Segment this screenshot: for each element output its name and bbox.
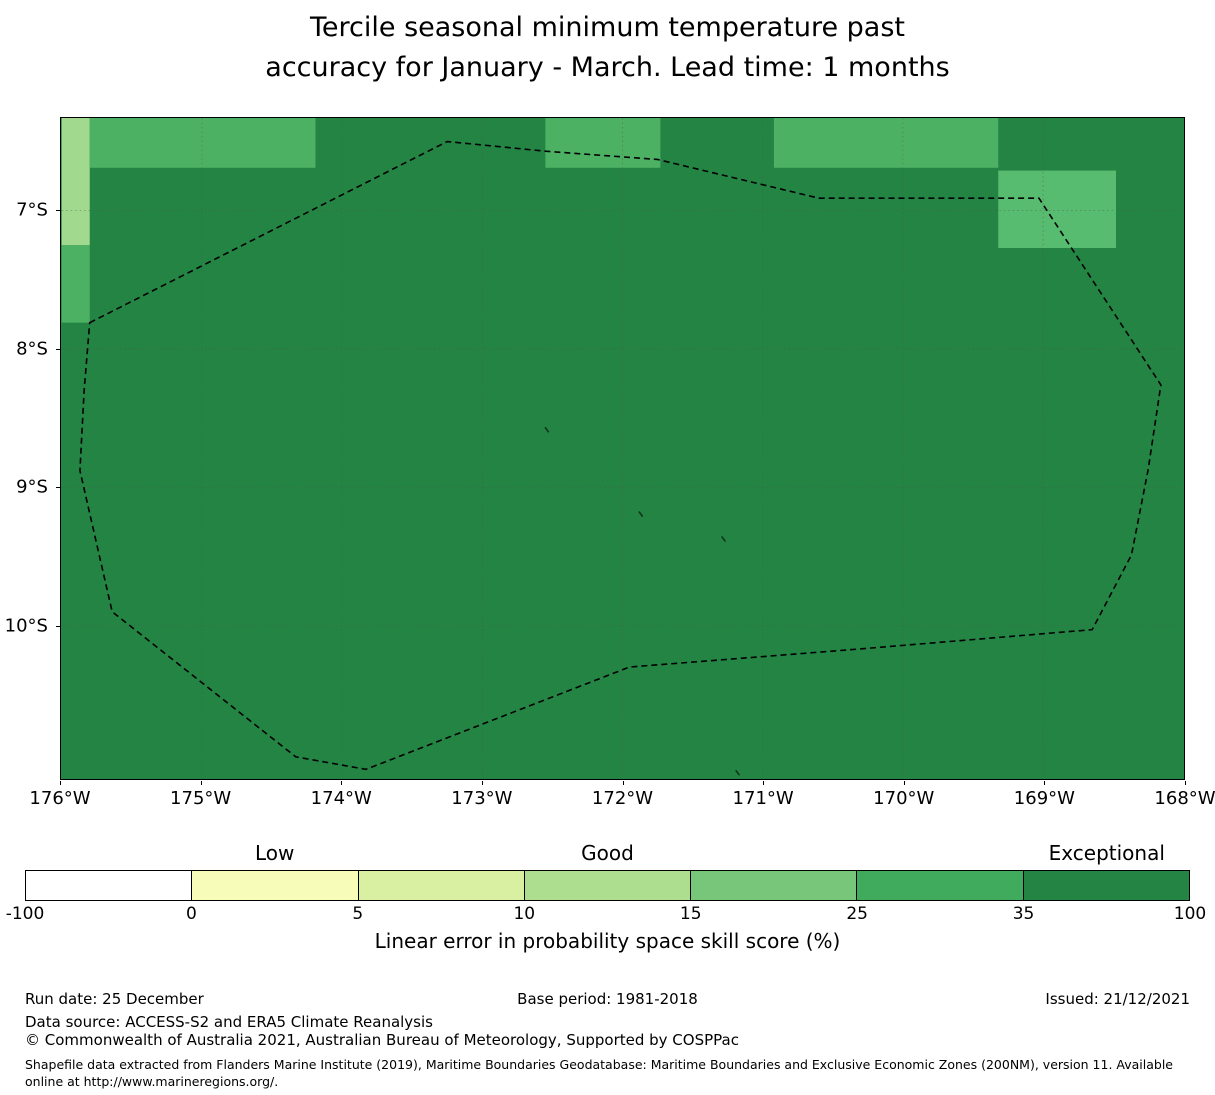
colorbar-tick-labels: -100 0 5 10 15 25 35 100 xyxy=(6,904,1207,926)
colorbar-tick-label: 25 xyxy=(846,904,868,924)
x-tick-mark xyxy=(60,781,61,785)
x-tick-mark xyxy=(200,781,202,785)
x-tick-label: 168°W xyxy=(1154,788,1215,809)
colorbar-axis-label: Linear error in probability space skill … xyxy=(374,929,841,953)
colorbar-tick-label: 0 xyxy=(186,904,197,924)
x-tick-mark xyxy=(341,781,343,785)
x-tick-mark xyxy=(622,781,624,785)
chart-title: Tercile seasonal minimum temperature pas… xyxy=(0,8,1215,88)
colorbar-tick-label: 15 xyxy=(679,904,702,924)
colorbar-segment xyxy=(856,871,1023,900)
island-mark xyxy=(638,511,644,517)
skill-grid-cell xyxy=(61,245,90,323)
colorbar-tick-label: 5 xyxy=(352,904,364,924)
x-tick-label: 172°W xyxy=(591,788,654,809)
island-mark xyxy=(721,536,726,542)
base-period-text: Base period: 1981-2018 xyxy=(517,990,698,1008)
data-source-text: Data source: ACCESS-S2 and ERA5 Climate … xyxy=(25,1013,433,1031)
shapefile-note-text: Shapefile data extracted from Flanders M… xyxy=(25,1057,1173,1089)
y-tick-label: 8°S xyxy=(16,338,48,360)
x-tick-label: 171°W xyxy=(732,788,794,809)
colorbar-category-label: Exceptional xyxy=(1048,841,1165,865)
x-tick-mark xyxy=(481,781,483,785)
x-tick-label: 174°W xyxy=(310,788,372,809)
skill-grid-cell xyxy=(998,170,1117,248)
x-axis-tick-labels: 176°W 175°W 174°W 173°W 172°W 171°W 170°W 169°W… xyxy=(29,788,1215,812)
colorbar-segment xyxy=(523,871,691,900)
colorbar-segment xyxy=(1022,871,1189,900)
colorbar-segment xyxy=(191,871,358,900)
colorbar-segment xyxy=(690,871,857,900)
colorbar-category-label: Low xyxy=(254,841,295,865)
x-tick-label: 176°W xyxy=(29,788,91,809)
y-tick-mark xyxy=(56,209,60,211)
skill-grid-cell xyxy=(89,118,316,168)
skill-grid-cell xyxy=(773,118,999,168)
y-tick-mark xyxy=(56,626,60,628)
copyright-text: © Commonwealth of Australia 2021, Austra… xyxy=(25,1031,739,1049)
x-tick-label: 173°W xyxy=(451,788,513,809)
eez-boundary-outline xyxy=(79,140,1162,771)
island-mark xyxy=(544,426,550,433)
map-plot-area xyxy=(60,117,1185,780)
x-tick-label: 169°W xyxy=(1013,788,1075,809)
chart-title-line1: Tercile seasonal minimum temperature pas… xyxy=(310,12,905,43)
colorbar-tick-label: 35 xyxy=(1012,904,1035,924)
x-tick-mark xyxy=(763,781,765,785)
colorbar-segment xyxy=(357,871,524,900)
x-tick-mark xyxy=(903,781,905,785)
island-mark xyxy=(735,769,740,776)
x-tick-mark xyxy=(1185,781,1186,785)
run-date-text: Run date: 25 December xyxy=(25,990,204,1008)
y-tick-mark xyxy=(56,487,60,489)
skill-grid-cell xyxy=(61,118,90,246)
colorbar-tick-label: 100 xyxy=(1173,904,1207,924)
map-svg xyxy=(61,118,1184,779)
y-tick-label: 9°S xyxy=(16,476,48,498)
x-tick-label: 170°W xyxy=(873,788,935,809)
x-tick-label: 175°W xyxy=(170,788,232,809)
colorbar-category-labels: Low Good Exceptional xyxy=(25,841,1190,869)
y-tick-mark xyxy=(56,348,60,350)
issued-date-text: Issued: 21/12/2021 xyxy=(1045,990,1190,1008)
footer-row-1: Run date: 25 December Base period: 1981-… xyxy=(25,990,1190,1010)
y-tick-label: 10°S xyxy=(4,615,48,637)
skill-grid-cell xyxy=(545,118,661,168)
colorbar-category-label: Good xyxy=(581,841,634,865)
y-axis-tick-labels: 7°S 8°S 9°S 10°S xyxy=(0,117,54,780)
y-tick-label: 7°S xyxy=(16,199,48,221)
colorbar-tick-label: 10 xyxy=(513,904,536,924)
colorbar-segment xyxy=(26,871,192,900)
colorbar xyxy=(25,870,1190,901)
chart-title-line2: accuracy for January - March. Lead time:… xyxy=(265,52,950,83)
x-tick-mark xyxy=(1044,781,1046,785)
colorbar-tick-label: -100 xyxy=(5,904,45,924)
